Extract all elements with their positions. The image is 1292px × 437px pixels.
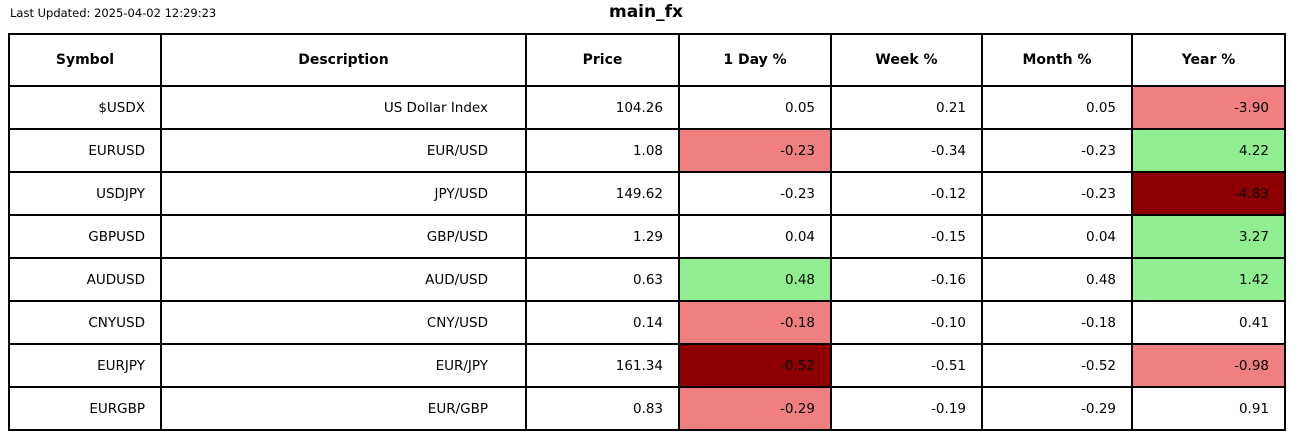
table-row: EURJPY EUR/JPY 161.34 -0.52 -0.51 -0.52 … <box>8 343 1286 388</box>
col-header-month: Month % <box>981 33 1133 87</box>
header-row: Symbol Description Price 1 Day % Week % … <box>8 33 1286 87</box>
cell-year: 1.42 <box>1131 257 1286 302</box>
cell-symbol: USDJPY <box>8 171 162 216</box>
col-header-year: Year % <box>1131 33 1286 87</box>
cell-month: -0.52 <box>981 343 1133 388</box>
cell-description: EUR/JPY <box>160 343 527 388</box>
cell-1day: 0.05 <box>678 85 832 130</box>
cell-month: -0.18 <box>981 300 1133 345</box>
cell-year: -3.90 <box>1131 85 1286 130</box>
cell-month: 0.48 <box>981 257 1133 302</box>
cell-week: -0.15 <box>830 214 983 259</box>
col-header-symbol: Symbol <box>8 33 162 87</box>
cell-year: 0.41 <box>1131 300 1286 345</box>
cell-symbol: EURUSD <box>8 128 162 173</box>
cell-price: 0.83 <box>525 386 680 431</box>
cell-week: -0.19 <box>830 386 983 431</box>
table-row: $USDX US Dollar Index 104.26 0.05 0.21 0… <box>8 85 1286 130</box>
cell-week: -0.51 <box>830 343 983 388</box>
table-row: EURUSD EUR/USD 1.08 -0.23 -0.34 -0.23 4.… <box>8 128 1286 173</box>
cell-week: -0.10 <box>830 300 983 345</box>
cell-symbol: GBPUSD <box>8 214 162 259</box>
cell-1day: -0.23 <box>678 171 832 216</box>
cell-symbol: AUDUSD <box>8 257 162 302</box>
cell-price: 161.34 <box>525 343 680 388</box>
cell-description: US Dollar Index <box>160 85 527 130</box>
cell-1day: -0.29 <box>678 386 832 431</box>
cell-symbol: CNYUSD <box>8 300 162 345</box>
cell-year: 4.22 <box>1131 128 1286 173</box>
cell-price: 0.14 <box>525 300 680 345</box>
cell-description: EUR/GBP <box>160 386 527 431</box>
table-row: CNYUSD CNY/USD 0.14 -0.18 -0.10 -0.18 0.… <box>8 300 1286 345</box>
cell-month: 0.04 <box>981 214 1133 259</box>
cell-description: AUD/USD <box>160 257 527 302</box>
cell-year: -4.83 <box>1131 171 1286 216</box>
table-row: AUDUSD AUD/USD 0.63 0.48 -0.16 0.48 1.42 <box>8 257 1286 302</box>
cell-week: -0.12 <box>830 171 983 216</box>
col-header-1day: 1 Day % <box>678 33 832 87</box>
cell-1day: -0.52 <box>678 343 832 388</box>
cell-1day: 0.48 <box>678 257 832 302</box>
cell-month: -0.23 <box>981 128 1133 173</box>
page-title: main_fx <box>609 2 683 22</box>
cell-year: -0.98 <box>1131 343 1286 388</box>
cell-year: 3.27 <box>1131 214 1286 259</box>
cell-1day: -0.23 <box>678 128 832 173</box>
cell-week: -0.16 <box>830 257 983 302</box>
cell-description: CNY/USD <box>160 300 527 345</box>
col-header-week: Week % <box>830 33 983 87</box>
cell-price: 1.29 <box>525 214 680 259</box>
cell-month: 0.05 <box>981 85 1133 130</box>
cell-week: -0.34 <box>830 128 983 173</box>
cell-description: EUR/USD <box>160 128 527 173</box>
cell-week: 0.21 <box>830 85 983 130</box>
cell-year: 0.91 <box>1131 386 1286 431</box>
cell-month: -0.29 <box>981 386 1133 431</box>
last-updated-timestamp: Last Updated: 2025-04-02 12:29:23 <box>10 6 217 20</box>
cell-symbol: $USDX <box>8 85 162 130</box>
cell-symbol: EURJPY <box>8 343 162 388</box>
col-header-price: Price <box>525 33 680 87</box>
col-header-description: Description <box>160 33 527 87</box>
cell-price: 104.26 <box>525 85 680 130</box>
cell-price: 0.63 <box>525 257 680 302</box>
cell-description: JPY/USD <box>160 171 527 216</box>
table-row: GBPUSD GBP/USD 1.29 0.04 -0.15 0.04 3.27 <box>8 214 1286 259</box>
fx-table: Symbol Description Price 1 Day % Week % … <box>8 33 1286 431</box>
cell-description: GBP/USD <box>160 214 527 259</box>
table-row: USDJPY JPY/USD 149.62 -0.23 -0.12 -0.23 … <box>8 171 1286 216</box>
cell-1day: -0.18 <box>678 300 832 345</box>
table-row: EURGBP EUR/GBP 0.83 -0.29 -0.19 -0.29 0.… <box>8 386 1286 431</box>
cell-1day: 0.04 <box>678 214 832 259</box>
cell-price: 1.08 <box>525 128 680 173</box>
cell-price: 149.62 <box>525 171 680 216</box>
cell-symbol: EURGBP <box>8 386 162 431</box>
cell-month: -0.23 <box>981 171 1133 216</box>
